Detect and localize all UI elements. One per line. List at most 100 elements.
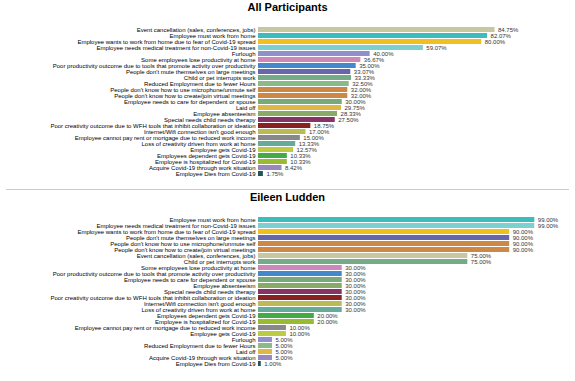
svg-text:84.75%: 84.75%	[498, 26, 519, 33]
svg-text:Employee must work from home: Employee must work from home	[169, 216, 256, 223]
svg-text:Employee wants to work from ho: Employee wants to work from home due to …	[77, 228, 256, 235]
svg-text:People don't mute themselves o: People don't mute themselves on large me…	[125, 68, 256, 75]
svg-text:75.00%: 75.00%	[471, 259, 492, 265]
svg-text:Internet/Wifi connection isn't: Internet/Wifi connection isn't good enou…	[143, 300, 256, 307]
svg-text:30.00%: 30.00%	[345, 294, 366, 301]
svg-text:5.00%: 5.00%	[275, 354, 293, 361]
svg-text:75.00%: 75.00%	[470, 252, 492, 259]
svg-text:Employee gets Covid-19: Employee gets Covid-19	[190, 330, 256, 337]
svg-text:10.33%: 10.33%	[290, 158, 311, 165]
svg-text:Poor productivity outcome due: Poor productivity outcome due to tools t…	[52, 270, 256, 277]
svg-text:32.00%: 32.00%	[350, 92, 372, 99]
svg-text:82.07%: 82.07%	[490, 32, 511, 39]
svg-text:Reduced Employment due to fewe: Reduced Employment due to fewer Hours	[144, 80, 256, 87]
svg-text:10.00%: 10.00%	[289, 324, 310, 331]
svg-text:40.00%: 40.00%	[373, 50, 394, 57]
svg-text:Poor creativity outcome due to: Poor creativity outcome due to WFH tools…	[50, 294, 256, 301]
svg-text:20.00%: 20.00%	[317, 312, 338, 319]
svg-text:30.00%: 30.00%	[345, 282, 366, 289]
svg-text:Employee wants to work from ho: Employee wants to work from home due to …	[77, 38, 256, 45]
svg-text:Employees dependent gets Covid: Employees dependent gets Covid-19	[157, 152, 256, 159]
svg-text:Employee needs medical treatme: Employee needs medical treatment for non…	[96, 222, 256, 229]
svg-text:15.00%: 15.00%	[303, 134, 324, 141]
svg-text:90.00%: 90.00%	[512, 240, 533, 247]
svg-text:People don't mute themselves o: People don't mute themselves on large me…	[125, 234, 256, 241]
html-text:All Participants: All Participants	[247, 1, 328, 13]
svg-text:Special needs child needs ther: Special needs child needs therapy	[164, 116, 256, 123]
svg-text:Employee absenteeism: Employee absenteeism	[193, 110, 256, 117]
svg-text:Event cancellation (sales, con: Event cancellation (sales, conferences, …	[136, 252, 256, 259]
svg-text:10.33%: 10.33%	[290, 152, 311, 159]
svg-text:27.50%: 27.50%	[338, 117, 359, 123]
svg-text:Some employees lose productivi: Some employees lose productivity at home	[141, 56, 256, 63]
svg-text:99.00%: 99.00%	[538, 223, 559, 229]
svg-text:30.00%: 30.00%	[345, 307, 366, 313]
svg-text:32.00%: 32.00%	[350, 86, 372, 93]
svg-text:Employee absenteeism: Employee absenteeism	[193, 282, 256, 289]
svg-text:33.33%: 33.33%	[354, 74, 375, 81]
svg-text:Some employees lose productivi: Some employees lose productivity at home	[141, 264, 256, 271]
svg-text:Employees dependent gets Covid: Employees dependent gets Covid-19	[157, 312, 256, 319]
html-text:Eileen Ludden: Eileen Ludden	[249, 191, 326, 203]
svg-text:35.00%: 35.00%	[359, 62, 380, 69]
svg-text:Employee cannot pay rent or mo: Employee cannot pay rent or mortgage due…	[74, 324, 256, 331]
svg-text:17.00%: 17.00%	[308, 128, 330, 135]
svg-text:Child or pet interrupts work: Child or pet interrupts work	[183, 74, 256, 81]
svg-text:People don't know how to use m: People don't know how to use microphone/…	[110, 240, 256, 247]
svg-text:32.50%: 32.50%	[352, 80, 373, 87]
svg-text:90.00%: 90.00%	[512, 228, 533, 235]
svg-text:33.07%: 33.07%	[353, 68, 375, 75]
svg-text:28.33%: 28.33%	[340, 110, 361, 117]
svg-text:Poor productivity outcome due: Poor productivity outcome due to tools t…	[52, 62, 256, 69]
svg-text:Furlough: Furlough	[231, 336, 256, 343]
svg-text:Furlough: Furlough	[231, 50, 256, 57]
svg-text:30.00%: 30.00%	[345, 288, 366, 295]
svg-text:Employee needs to care for dep: Employee needs to care for dependent or …	[124, 276, 256, 283]
svg-text:Employee needs medical treatme: Employee needs medical treatment for non…	[96, 44, 256, 51]
svg-text:10.00%: 10.00%	[289, 331, 310, 337]
svg-text:30.00%: 30.00%	[345, 98, 366, 105]
svg-text:30.00%: 30.00%	[345, 276, 366, 283]
svg-text:Employee is hospitalized for C: Employee is hospitalized for Covid-19	[155, 318, 256, 325]
svg-text:20.00%: 20.00%	[317, 319, 338, 325]
svg-text:5.00%: 5.00%	[275, 336, 293, 343]
svg-text:Employee Dies from Covid-19: Employee Dies from Covid-19	[176, 171, 256, 177]
svg-text:Special needs child needs ther: Special needs child needs therapy	[164, 288, 256, 295]
svg-text:Laid off: Laid off	[235, 104, 256, 111]
svg-text:30.00%: 30.00%	[345, 264, 366, 271]
svg-text:5.00%: 5.00%	[275, 348, 293, 355]
svg-text:13.33%: 13.33%	[298, 140, 320, 147]
svg-text:30.00%: 30.00%	[345, 300, 366, 307]
svg-text:36.67%: 36.67%	[363, 56, 385, 63]
svg-text:80.00%: 80.00%	[485, 39, 506, 45]
svg-text:1.00%: 1.00%	[264, 361, 282, 367]
svg-text:99.00%: 99.00%	[537, 216, 559, 223]
svg-text:Event cancellation (sales, con: Event cancellation (sales, conferences, …	[136, 26, 256, 33]
svg-text:Poor creativity outcome due to: Poor creativity outcome due to WFH tools…	[50, 122, 256, 129]
svg-text:18.75%: 18.75%	[313, 122, 335, 129]
svg-text:Reduced Employment due to fewe: Reduced Employment due to fewer Hours	[144, 342, 256, 349]
svg-text:1.75%: 1.75%	[266, 171, 284, 177]
svg-text:90.00%: 90.00%	[512, 234, 533, 241]
svg-text:People don't know how to creat: People don't know how to create/join vir…	[114, 92, 256, 99]
svg-text:Employee cannot pay rent or mo: Employee cannot pay rent or mortgage due…	[74, 134, 256, 141]
svg-text:Child or pet interrupts work: Child or pet interrupts work	[183, 258, 256, 265]
svg-text:8.42%: 8.42%	[285, 165, 303, 171]
svg-text:59.07%: 59.07%	[426, 45, 447, 51]
svg-text:Internet/Wifi connection isn't: Internet/Wifi connection isn't good enou…	[143, 128, 256, 135]
svg-text:Loss of creativity driven from: Loss of creativity driven from work at h…	[141, 140, 256, 147]
svg-text:Acquire Covid-19 through work: Acquire Covid-19 through work situation	[149, 164, 256, 171]
svg-text:Employee Dies from Covid-19: Employee Dies from Covid-19	[176, 361, 256, 367]
svg-text:29.75%: 29.75%	[344, 104, 365, 111]
svg-text:30.00%: 30.00%	[345, 270, 366, 277]
svg-text:Loss of creativity driven from: Loss of creativity driven from work at h…	[141, 306, 256, 313]
svg-text:12.57%: 12.57%	[296, 146, 317, 153]
svg-text:Employee must work from home: Employee must work from home	[169, 32, 256, 39]
svg-text:90.00%: 90.00%	[513, 247, 534, 253]
svg-text:Employee gets Covid-19: Employee gets Covid-19	[190, 146, 256, 153]
svg-text:Employee needs to care for dep: Employee needs to care for dependent or …	[124, 98, 256, 105]
svg-text:Employee is hospitalized for C: Employee is hospitalized for Covid-19	[155, 158, 256, 165]
svg-text:People don't know how to use m: People don't know how to use microphone/…	[110, 86, 256, 93]
svg-text:People don't know how to creat: People don't know how to create/join vir…	[114, 246, 256, 253]
svg-text:5.00%: 5.00%	[275, 342, 293, 349]
